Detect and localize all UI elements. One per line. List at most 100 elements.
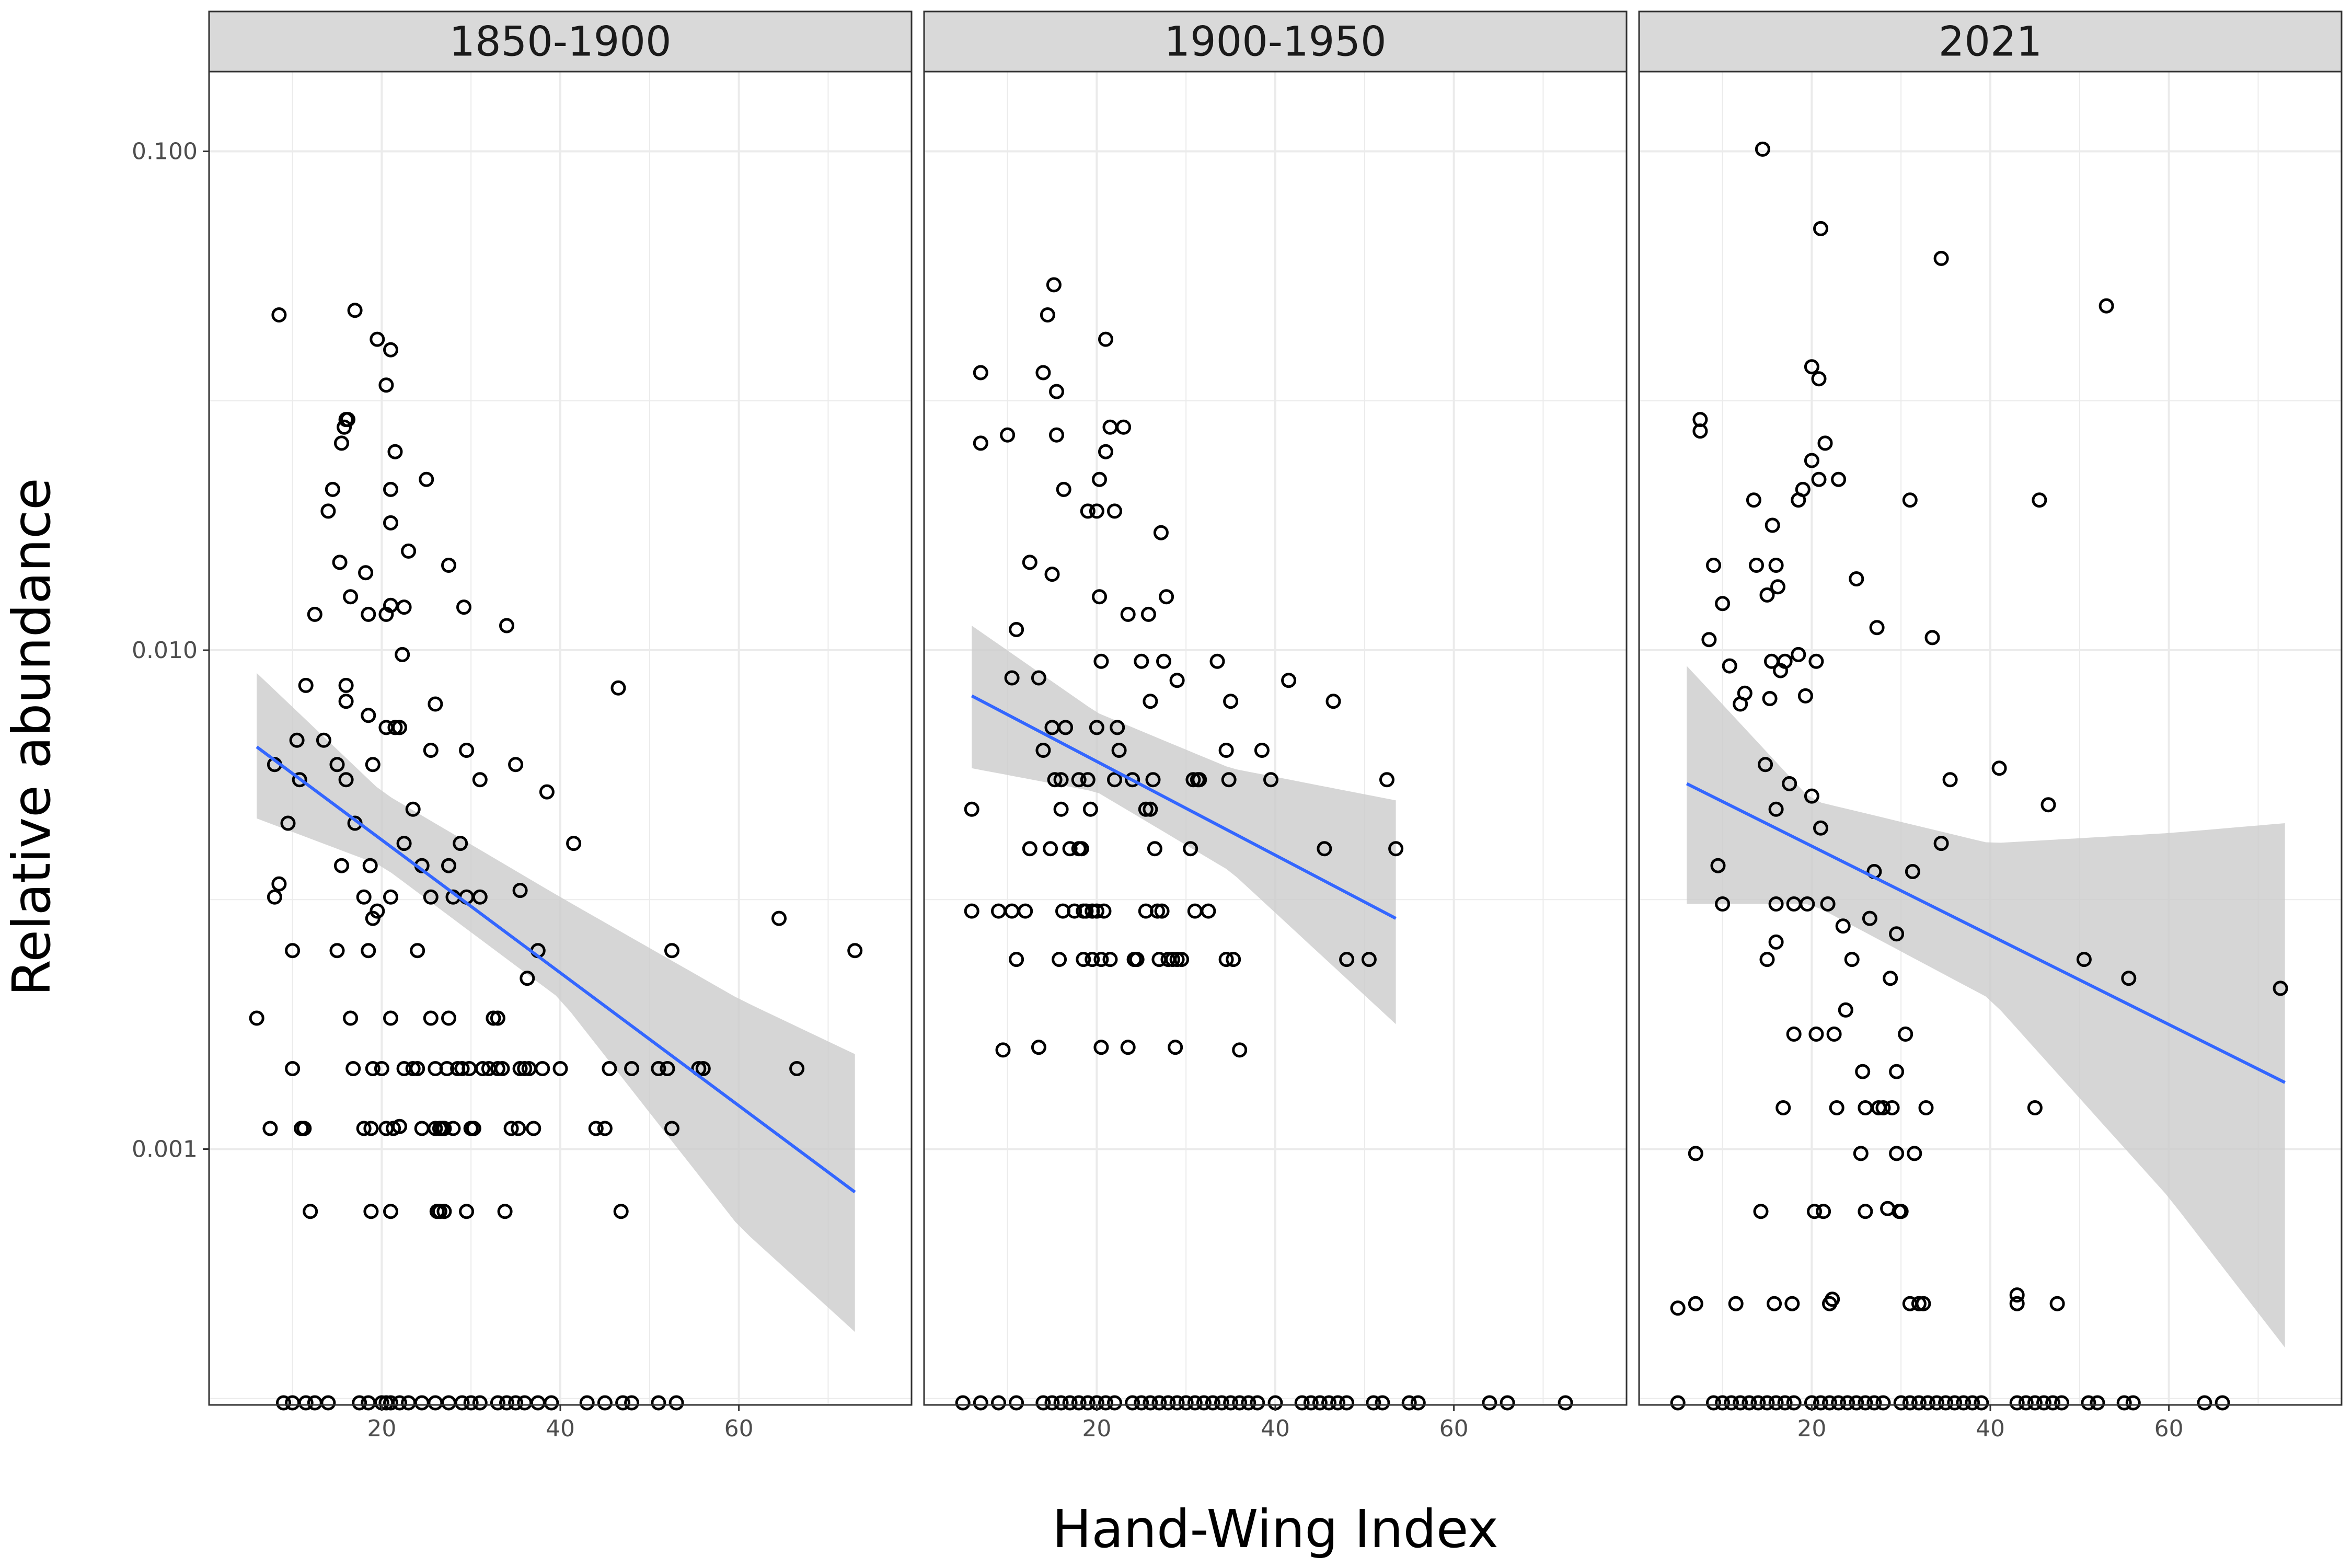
- data-point: [466, 1121, 481, 1136]
- data-point: [1089, 503, 1104, 519]
- data-point: [520, 971, 535, 986]
- data-point: [1089, 720, 1104, 735]
- data-point: [1078, 903, 1094, 919]
- data-point: [1134, 1395, 1149, 1411]
- data-point: [1692, 423, 1708, 439]
- data-point: [365, 757, 381, 773]
- data-point: [613, 1204, 629, 1219]
- data-point: [1047, 772, 1063, 788]
- data-point: [1775, 1100, 1791, 1115]
- data-point: [1241, 1395, 1256, 1411]
- data-point: [668, 1395, 684, 1411]
- data-point: [602, 1061, 617, 1076]
- data-point: [1339, 952, 1355, 967]
- data-point: [441, 558, 456, 573]
- data-point: [1942, 772, 1958, 788]
- data-point: [352, 1395, 367, 1411]
- data-point: [405, 801, 421, 817]
- data-point: [338, 677, 354, 693]
- data-point: [1221, 772, 1237, 788]
- data-point: [358, 565, 374, 581]
- data-point: [1777, 1395, 1793, 1411]
- data-point: [651, 1061, 666, 1076]
- data-point: [2009, 1296, 2025, 1311]
- data-point: [1737, 685, 1753, 701]
- data-point: [579, 1395, 595, 1411]
- data-point: [1035, 1395, 1051, 1411]
- data-point: [1321, 1395, 1336, 1411]
- data-point: [1840, 1395, 1855, 1411]
- data-point: [1715, 1395, 1731, 1411]
- data-point: [1049, 384, 1064, 399]
- data-point: [1044, 567, 1060, 582]
- data-point: [337, 419, 352, 435]
- data-point: [1889, 1146, 1905, 1161]
- data-point: [1838, 1002, 1853, 1018]
- data-point: [1750, 1395, 1766, 1411]
- data-point: [1053, 772, 1069, 788]
- data-point: [2116, 1395, 2132, 1411]
- data-point: [320, 503, 336, 519]
- data-point: [1169, 952, 1185, 967]
- data-point: [1916, 1296, 1931, 1311]
- x-tick-label: 20: [367, 1415, 396, 1442]
- data-point: [552, 1061, 568, 1076]
- data-point: [508, 757, 524, 773]
- data-point: [423, 743, 439, 758]
- data-point: [1018, 903, 1033, 919]
- data-point: [2027, 1100, 2043, 1115]
- data-point: [1169, 673, 1185, 688]
- data-point: [338, 694, 354, 709]
- data-point: [503, 1121, 519, 1136]
- data-point: [347, 303, 363, 318]
- data-point: [511, 1121, 526, 1136]
- data-point: [1855, 1064, 1871, 1079]
- data-point: [1071, 772, 1087, 788]
- data-point: [1905, 864, 1920, 879]
- data-point: [1169, 1395, 1185, 1411]
- data-point: [1151, 1395, 1167, 1411]
- data-point: [436, 1121, 452, 1136]
- data-point: [1706, 558, 1721, 573]
- data-point: [356, 889, 372, 905]
- data-point: [973, 1395, 988, 1411]
- data-point: [1701, 632, 1717, 648]
- data-point: [2081, 1395, 2096, 1411]
- data-point: [1004, 670, 1020, 686]
- x-tick-label: 60: [1439, 1415, 1469, 1442]
- data-point: [419, 471, 434, 487]
- data-point: [1185, 772, 1201, 788]
- facet-strip-label: 1850-1900: [449, 19, 671, 66]
- data-point: [1722, 658, 1737, 674]
- data-point: [1107, 1395, 1122, 1411]
- data-point: [475, 1061, 490, 1076]
- data-point: [1924, 630, 1940, 645]
- data-point: [463, 1395, 479, 1411]
- data-point: [363, 1204, 379, 1219]
- regression-line: [1686, 782, 2286, 1084]
- data-point: [1728, 1296, 1744, 1311]
- data-point: [1768, 801, 1784, 817]
- y-tick-label: 0.100: [132, 139, 198, 165]
- data-point: [1482, 1395, 1497, 1411]
- data-point: [1688, 1146, 1703, 1161]
- data-point: [1159, 589, 1174, 605]
- data-point: [387, 720, 403, 735]
- data-point: [1183, 841, 1198, 857]
- data-point: [1062, 1395, 1078, 1411]
- data-point: [1178, 1395, 1194, 1411]
- data-point: [1811, 371, 1827, 387]
- data-point: [1209, 653, 1225, 669]
- data-point: [1080, 1395, 1096, 1411]
- data-point: [1898, 1027, 1913, 1042]
- data-point: [1762, 691, 1778, 706]
- data-point: [1232, 1042, 1248, 1058]
- data-point: [298, 677, 314, 693]
- data-point: [383, 1010, 398, 1026]
- data-point: [1786, 1395, 1802, 1411]
- data-point: [1784, 1296, 1800, 1311]
- data-point: [356, 1121, 372, 1136]
- data-point: [512, 1061, 528, 1076]
- x-tick-label: 40: [1261, 1415, 1290, 1442]
- data-point: [1071, 1395, 1087, 1411]
